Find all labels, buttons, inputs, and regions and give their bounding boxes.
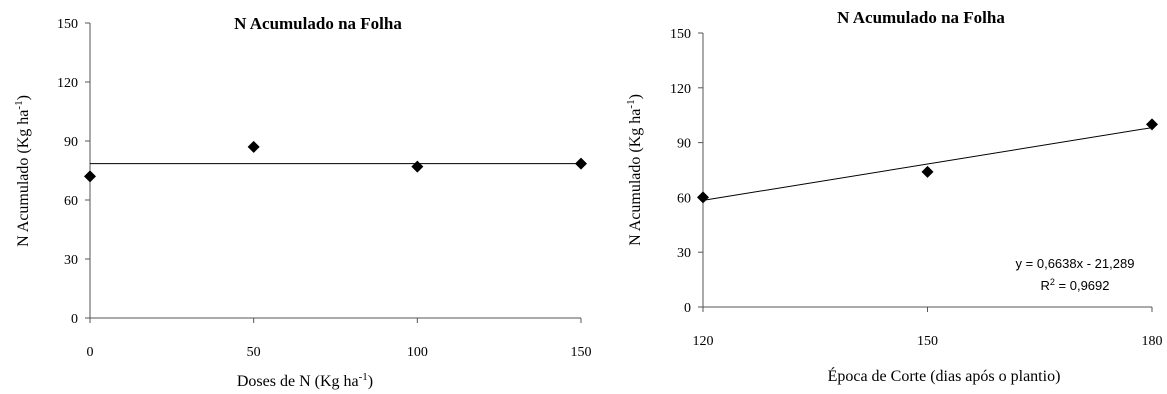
chart-1-x-tick-label: 0	[87, 345, 94, 360]
chart-2-y-tick-label: 30	[677, 246, 691, 261]
chart-1-x-tick-label: 50	[247, 345, 261, 360]
chart-2-y-axis-label: N Acumulado (Kg ha-1)	[625, 94, 644, 246]
chart-2-title: N Acumulado na Folha	[837, 8, 1005, 27]
chart-2-x-tick-label: 120	[693, 334, 714, 349]
chart-1-y-tick-label: 30	[64, 253, 78, 268]
chart-1-x-tick-label: 100	[407, 345, 428, 360]
chart-1-title: N Acumulado na Folha	[234, 14, 402, 33]
chart-2-data-point	[697, 191, 709, 204]
chart-1-y-tick-label: 60	[64, 194, 78, 209]
chart-2-y-tick-label: 120	[670, 82, 691, 97]
chart-1-y-tick-label: 150	[57, 17, 78, 32]
chart-2-data-point	[1146, 118, 1158, 131]
chart-1-data-point	[84, 170, 96, 183]
chart-1-y-tick-label: 0	[71, 312, 78, 327]
chart-1-y-axis-label: N Acumulado (Kg ha-1)	[13, 95, 32, 247]
chart-2-x-tick-label: 150	[917, 334, 938, 349]
chart-2-trendline	[702, 127, 1153, 201]
chart-2-r-squared: R2 = 0,9692	[1041, 277, 1110, 293]
chart-2-data-point	[921, 165, 934, 178]
chart-1-data-point	[247, 140, 260, 153]
chart-2-y-tick-label: 60	[677, 191, 691, 206]
chart-1-y-tick-label: 90	[64, 135, 78, 150]
chart-2-x-tick-label: 180	[1142, 334, 1163, 349]
chart-2-y-tick-label: 0	[684, 301, 691, 316]
chart-2-y-tick-label: 150	[670, 27, 691, 42]
chart-1-x-tick-label: 150	[571, 345, 592, 360]
chart-2-plot-area: 0 30 60 90 120 150 120 150 180	[670, 27, 1163, 349]
chart-1-plot-area: 0 30 60 90 120 150 0 50 100 150	[57, 17, 592, 360]
chart-1-y-tick-label: 120	[57, 76, 78, 91]
chart-2-y-tick-label: 90	[677, 137, 691, 152]
chart-1-data-point	[411, 160, 424, 173]
chart-1: N Acumulado na Folha 0 30 60 90 120 150 0 50 100…	[13, 14, 592, 390]
chart-2-trendline-equation: y = 0,6638x - 21,289	[1016, 256, 1135, 271]
chart-1-x-axis-label: Doses de N (Kg ha-1)	[237, 371, 373, 390]
chart-2-x-axis-label: Época de Corte (dias após o plantio)	[828, 366, 1061, 385]
chart-1-data-point	[575, 157, 587, 170]
chart-2: N Acumulado na Folha 0 30 60 90 120 150 120 150…	[625, 8, 1163, 385]
